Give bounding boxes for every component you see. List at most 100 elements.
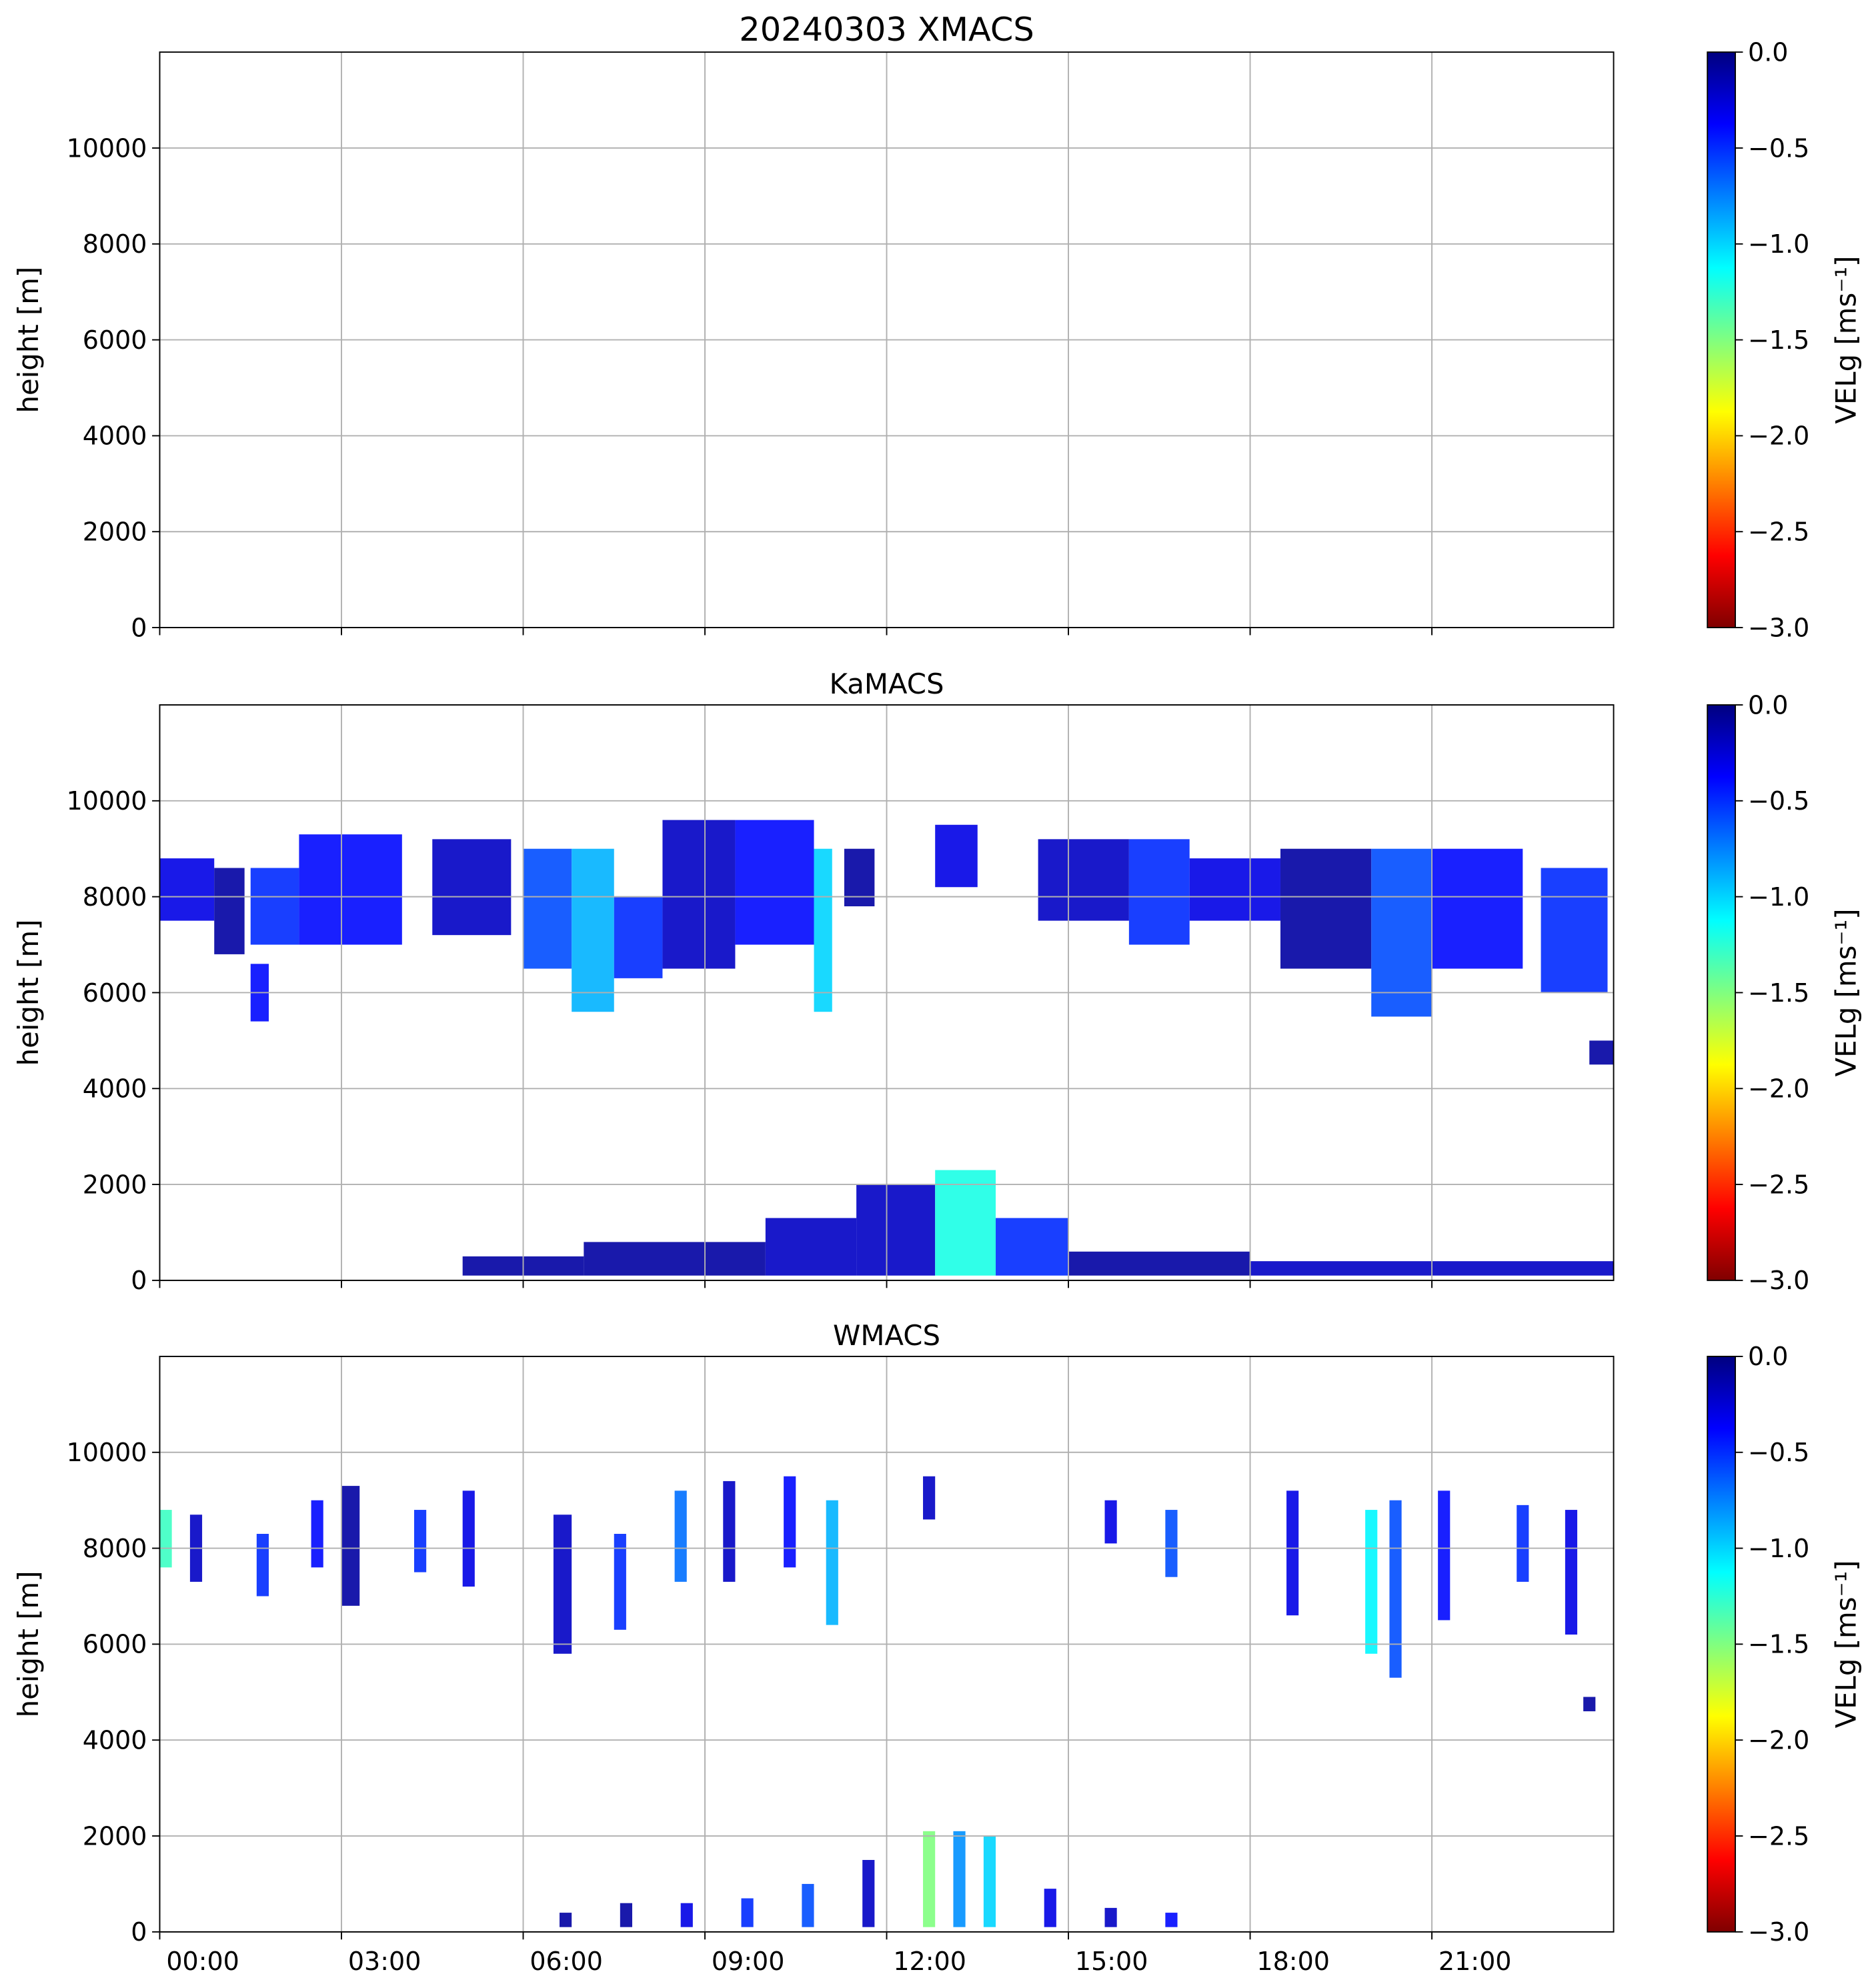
x-tick-label: 18:00 <box>1256 1947 1330 1976</box>
colorbar-tick-label: −3.0 <box>1748 1917 1809 1947</box>
echo <box>614 896 663 978</box>
y-tick-label: 8000 <box>83 882 147 912</box>
y-tick-label: 6000 <box>83 325 147 355</box>
panel-title: WMACS <box>833 1319 940 1352</box>
echo <box>923 1476 936 1520</box>
echo <box>1541 868 1608 993</box>
echo <box>1165 1913 1178 1927</box>
echo <box>299 834 402 945</box>
echo <box>553 1515 572 1654</box>
y-tick-label: 6000 <box>83 1630 147 1659</box>
echo <box>1165 1510 1178 1577</box>
echo <box>862 1859 875 1927</box>
echo <box>765 1218 857 1276</box>
echo <box>802 1883 814 1927</box>
echo <box>935 1170 996 1276</box>
echo <box>1189 858 1280 921</box>
y-tick-label: 4000 <box>83 421 147 451</box>
colorbar-tick-label: 0.0 <box>1748 1342 1788 1371</box>
x-tick-label: 09:00 <box>712 1947 785 1976</box>
echo <box>341 1486 360 1606</box>
echo <box>996 1218 1069 1276</box>
echo <box>1517 1505 1529 1582</box>
y-tick-label: 0 <box>131 1266 147 1295</box>
colorbar-tick-label: −1.0 <box>1748 229 1809 259</box>
echo <box>413 1510 427 1573</box>
echo <box>159 1510 172 1568</box>
echo <box>826 1500 838 1625</box>
echo <box>1104 1907 1117 1927</box>
echo <box>983 1836 996 1927</box>
echo <box>935 824 978 888</box>
y-axis-label: height [m] <box>12 267 45 413</box>
echo <box>662 820 736 969</box>
y-axis-label: height [m] <box>12 1571 45 1717</box>
colorbar-tick-label: −3.0 <box>1748 1266 1809 1295</box>
echo <box>844 848 875 907</box>
echo <box>784 1476 796 1568</box>
colorbar-label: VELg [ms⁻¹] <box>1830 256 1863 424</box>
y-tick-label: 10000 <box>67 786 147 816</box>
echo <box>741 1898 754 1927</box>
plot-frame <box>159 51 1615 629</box>
echo <box>1280 848 1372 969</box>
y-tick-label: 8000 <box>83 229 147 259</box>
echo <box>1565 1510 1578 1635</box>
echo <box>1389 1500 1402 1678</box>
echo <box>256 1534 269 1597</box>
colorbar-tick-label: 0.0 <box>1748 690 1788 720</box>
echo <box>814 848 832 1012</box>
chart-title: 20240303 XMACS <box>739 10 1034 49</box>
colorbar-tick-label: −0.5 <box>1748 786 1809 816</box>
panel-title: KaMACS <box>830 668 944 700</box>
echo <box>311 1500 323 1568</box>
echo <box>1128 839 1190 945</box>
colorbar-tick-label: −2.5 <box>1748 1170 1809 1199</box>
y-tick-label: 10000 <box>67 133 147 163</box>
y-tick-label: 8000 <box>83 1534 147 1563</box>
y-tick-label: 4000 <box>83 1074 147 1104</box>
colorbar-tick-label: −3.0 <box>1748 613 1809 642</box>
y-tick-label: 2000 <box>83 1170 147 1199</box>
colorbar-tick-label: −2.5 <box>1748 1821 1809 1851</box>
y-tick-label: 0 <box>131 613 147 642</box>
echo <box>1365 1510 1378 1654</box>
echo <box>159 858 215 921</box>
x-tick-label: 15:00 <box>1075 1947 1148 1976</box>
echo <box>432 839 512 936</box>
echo <box>1432 848 1523 969</box>
echo <box>723 1480 736 1582</box>
colorbar-label: VELg [ms⁻¹] <box>1830 908 1863 1076</box>
x-tick-label: 21:00 <box>1439 1947 1512 1976</box>
colorbar-tick-label: −2.0 <box>1748 1726 1809 1755</box>
y-axis-label: height [m] <box>12 920 45 1066</box>
echo <box>735 820 814 945</box>
colorbar-tick-label: −1.5 <box>1748 1630 1809 1659</box>
colorbar-tick-label: −1.0 <box>1748 1534 1809 1563</box>
x-tick-label: 12:00 <box>893 1947 966 1976</box>
colorbar <box>1707 1355 1736 1933</box>
colorbar-tick-label: −2.5 <box>1748 518 1809 547</box>
colorbar <box>1707 704 1736 1281</box>
echo <box>1068 1251 1250 1276</box>
colorbar-tick-label: −1.0 <box>1748 882 1809 912</box>
colorbar-tick-label: −2.0 <box>1748 1074 1809 1104</box>
colorbar-label: VELg [ms⁻¹] <box>1830 1560 1863 1728</box>
echo <box>1371 848 1433 1017</box>
colorbar-tick-label: −0.5 <box>1748 1438 1809 1467</box>
echo <box>680 1903 693 1927</box>
echo <box>560 1913 572 1927</box>
plot-frame <box>159 1355 1615 1933</box>
y-tick-label: 10000 <box>67 1438 147 1467</box>
colorbar-tick-label: −0.5 <box>1748 133 1809 163</box>
echo <box>1104 1500 1117 1544</box>
colorbar-tick-label: −1.5 <box>1748 978 1809 1008</box>
y-tick-label: 4000 <box>83 1726 147 1755</box>
echo <box>923 1831 936 1927</box>
echo <box>214 868 245 954</box>
echo <box>1044 1889 1056 1927</box>
echo <box>572 848 614 1012</box>
echo <box>1286 1491 1299 1616</box>
colorbar-tick-label: −2.0 <box>1748 421 1809 451</box>
